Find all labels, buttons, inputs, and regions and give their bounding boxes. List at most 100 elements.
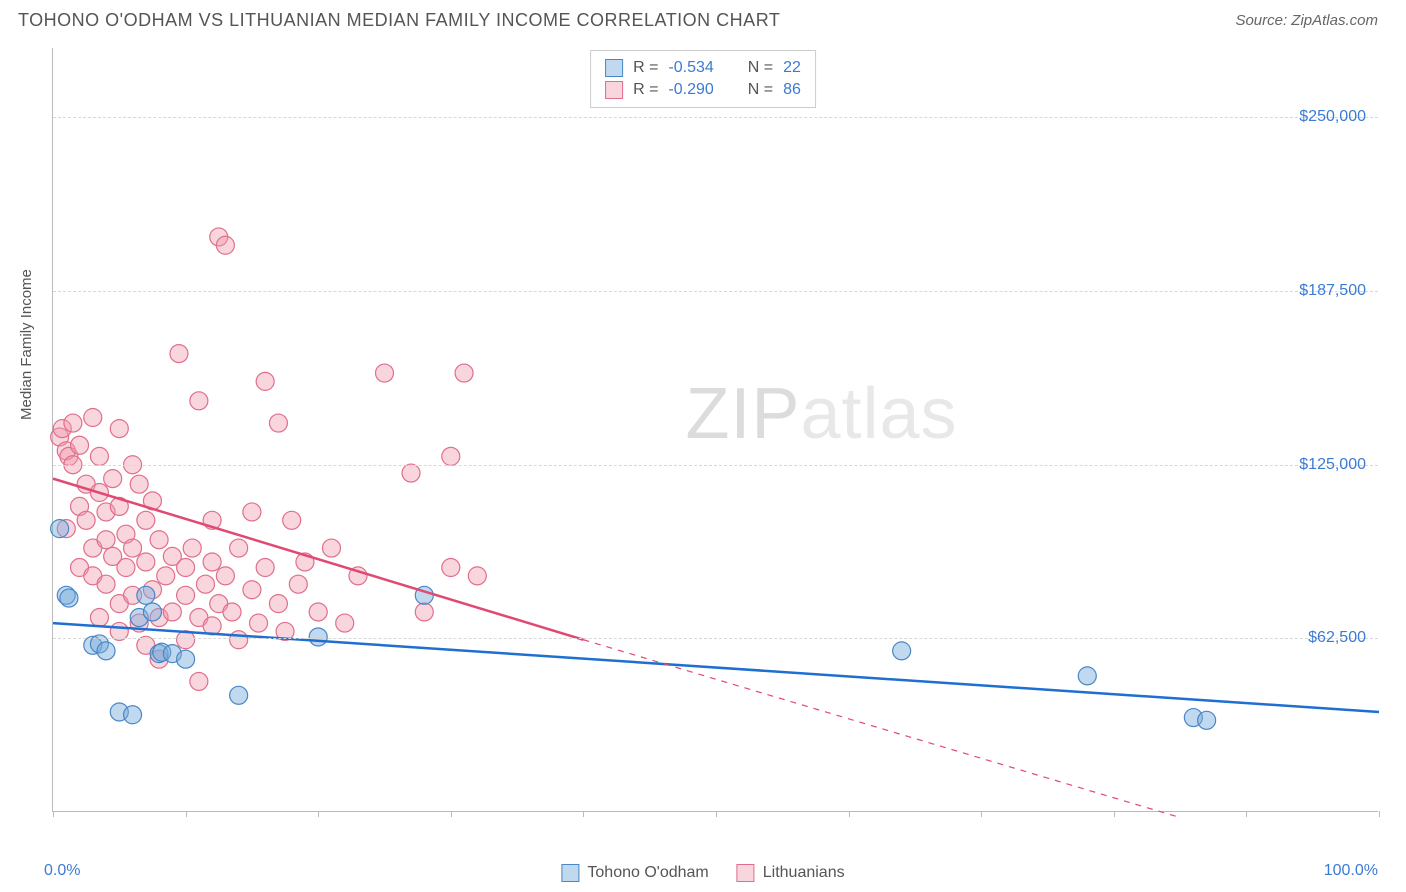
legend-item: Lithuanians — [737, 864, 845, 882]
y-tick-label: $125,000 — [1299, 456, 1366, 474]
scatter-point — [51, 520, 69, 538]
scatter-point — [230, 539, 248, 557]
scatter-point — [376, 364, 394, 382]
source-attribution: Source: ZipAtlas.com — [1235, 12, 1378, 29]
x-tick-mark — [981, 811, 982, 817]
legend-label: Tohono O'odham — [587, 864, 708, 882]
stats-swatch — [605, 59, 623, 77]
scatter-point — [177, 650, 195, 668]
scatter-point — [230, 631, 248, 649]
scatter-point — [203, 553, 221, 571]
scatter-point — [71, 436, 89, 454]
scatter-point — [289, 575, 307, 593]
scatter-point — [163, 603, 181, 621]
y-tick-label: $250,000 — [1299, 108, 1366, 126]
scatter-point — [309, 603, 327, 621]
gridline — [53, 638, 1378, 639]
legend-swatch — [737, 864, 755, 882]
scatter-point — [196, 575, 214, 593]
x-tick-mark — [1114, 811, 1115, 817]
scatter-point — [124, 706, 142, 724]
scatter-point — [250, 614, 268, 632]
plot-area: ZIPatlas $62,500$125,000$187,500$250,000 — [52, 48, 1378, 812]
scatter-point — [468, 567, 486, 585]
scatter-point — [64, 414, 82, 432]
scatter-point — [190, 672, 208, 690]
x-tick-mark — [583, 811, 584, 817]
scatter-point — [893, 642, 911, 660]
stats-row: R =-0.534N =22 — [605, 57, 801, 79]
scatter-point — [216, 567, 234, 585]
x-tick-mark — [1246, 811, 1247, 817]
scatter-point — [269, 595, 287, 613]
scatter-point — [137, 586, 155, 604]
scatter-point — [97, 531, 115, 549]
scatter-point — [117, 559, 135, 577]
scatter-point — [177, 559, 195, 577]
scatter-point — [60, 589, 78, 607]
scatter-point — [269, 414, 287, 432]
scatter-point — [402, 464, 420, 482]
legend: Tohono O'odham Lithuanians — [561, 864, 844, 882]
stats-swatch — [605, 81, 623, 99]
scatter-point — [322, 539, 340, 557]
scatter-point — [223, 603, 241, 621]
x-axis-max-label: 100.0% — [1324, 862, 1378, 880]
scatter-point — [84, 408, 102, 426]
scatter-point — [137, 553, 155, 571]
scatter-point — [243, 503, 261, 521]
scatter-point — [190, 392, 208, 410]
correlation-stats-box: R =-0.534N =22R =-0.290N =86 — [590, 50, 816, 108]
y-axis-label: Median Family Income — [18, 269, 35, 420]
scatter-point — [130, 475, 148, 493]
scatter-point — [216, 236, 234, 254]
x-axis-min-label: 0.0% — [44, 862, 80, 880]
scatter-point — [90, 447, 108, 465]
scatter-point — [283, 511, 301, 529]
scatter-point — [1078, 667, 1096, 685]
gridline — [53, 465, 1378, 466]
x-tick-mark — [186, 811, 187, 817]
scatter-point — [256, 559, 274, 577]
legend-swatch — [561, 864, 579, 882]
scatter-point — [170, 345, 188, 363]
chart-title: TOHONO O'ODHAM VS LITHUANIAN MEDIAN FAMI… — [18, 10, 780, 31]
y-tick-label: $62,500 — [1308, 629, 1366, 647]
legend-item: Tohono O'odham — [561, 864, 708, 882]
scatter-point — [336, 614, 354, 632]
scatter-point — [137, 511, 155, 529]
x-tick-mark — [1379, 811, 1380, 817]
scatter-point — [309, 628, 327, 646]
trend-line — [53, 623, 1379, 712]
scatter-point — [77, 511, 95, 529]
y-tick-label: $187,500 — [1299, 282, 1366, 300]
scatter-point — [442, 447, 460, 465]
scatter-point — [177, 586, 195, 604]
x-tick-mark — [716, 811, 717, 817]
gridline — [53, 291, 1378, 292]
scatter-point — [124, 539, 142, 557]
scatter-point — [256, 372, 274, 390]
legend-label: Lithuanians — [763, 864, 845, 882]
scatter-point — [97, 642, 115, 660]
scatter-point — [243, 581, 261, 599]
scatter-point — [157, 567, 175, 585]
scatter-point — [90, 609, 108, 627]
trend-line — [583, 640, 1180, 818]
scatter-point — [150, 531, 168, 549]
x-tick-mark — [451, 811, 452, 817]
scatter-point — [415, 603, 433, 621]
scatter-point — [97, 575, 115, 593]
scatter-point — [1198, 711, 1216, 729]
scatter-point — [143, 603, 161, 621]
x-tick-mark — [318, 811, 319, 817]
scatter-point — [230, 686, 248, 704]
stats-row: R =-0.290N =86 — [605, 79, 801, 101]
scatter-svg — [53, 48, 1378, 811]
x-tick-mark — [53, 811, 54, 817]
scatter-point — [442, 559, 460, 577]
scatter-point — [104, 470, 122, 488]
scatter-point — [110, 420, 128, 438]
scatter-point — [455, 364, 473, 382]
scatter-point — [183, 539, 201, 557]
